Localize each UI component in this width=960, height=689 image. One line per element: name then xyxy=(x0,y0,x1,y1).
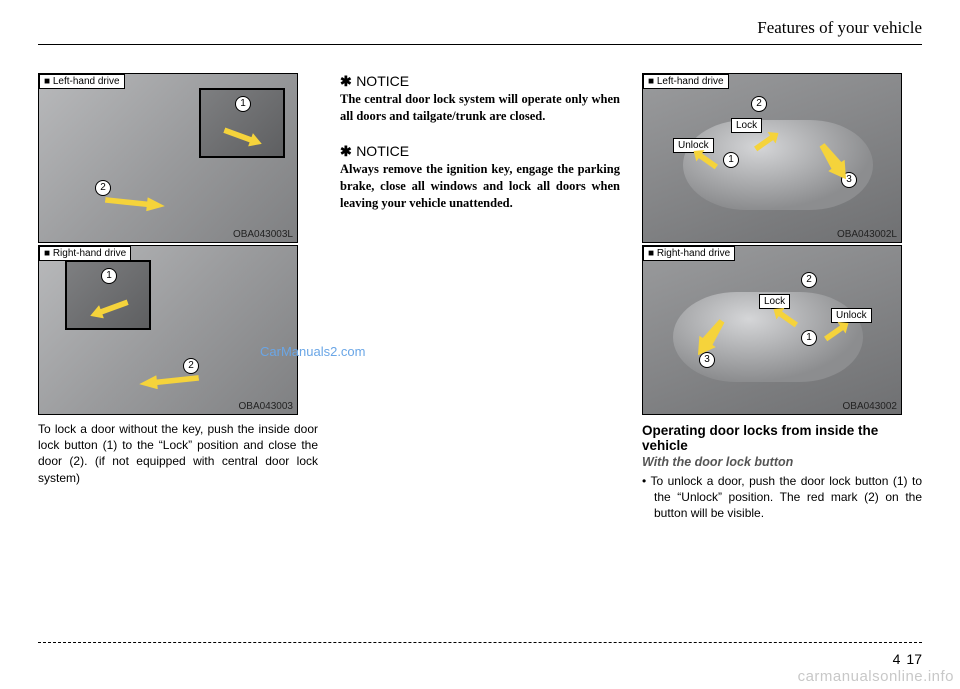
arrow-icon xyxy=(222,124,264,151)
footer-divider xyxy=(38,642,922,643)
section-title: Operating door locks from inside the veh… xyxy=(642,423,922,453)
chapter-number: 4 xyxy=(893,651,901,667)
figure-code: OBA043002L xyxy=(837,229,897,240)
notice-block-1: ✱ NOTICE The central door lock system wi… xyxy=(340,73,620,125)
figure-code: OBA043002 xyxy=(843,401,898,412)
arrow-icon xyxy=(88,296,130,323)
notice-heading: ✱ NOTICE xyxy=(340,143,620,161)
notice-title: NOTICE xyxy=(356,73,409,89)
callout-2: 2 xyxy=(183,358,199,374)
figure-lhd-exterior: ■ Left-hand drive 1 2 OBA043003L xyxy=(38,73,298,243)
unlock-label: Unlock xyxy=(673,138,714,153)
bullet-item: • To unlock a door, push the door lock b… xyxy=(642,473,922,522)
figure-tag: ■ Left-hand drive xyxy=(643,74,729,89)
column-left: ■ Left-hand drive 1 2 OBA043003L ■ Right… xyxy=(38,73,318,522)
arrow-icon xyxy=(104,193,165,213)
page-number: 4 17 xyxy=(893,651,922,667)
callout-2: 2 xyxy=(801,272,817,288)
column-center: ✱ NOTICE The central door lock system wi… xyxy=(340,73,620,522)
figure-rhd-exterior: ■ Right-hand drive 1 2 OBA043003 xyxy=(38,245,298,415)
notice-text: Always remove the ignition key, engage t… xyxy=(340,161,620,212)
page-header: Features of your vehicle xyxy=(38,18,922,45)
page-number-value: 17 xyxy=(906,651,922,667)
callout-1: 1 xyxy=(235,96,251,112)
site-watermark: carmanualsonline.info xyxy=(798,668,954,685)
notice-title: NOTICE xyxy=(356,143,409,159)
notice-symbol: ✱ xyxy=(340,73,352,89)
manual-page: Features of your vehicle ■ Left-hand dri… xyxy=(0,0,960,689)
lock-label: Lock xyxy=(731,118,762,133)
figure-tag: ■ Right-hand drive xyxy=(643,246,735,261)
subsection-title: With the door lock button xyxy=(642,455,922,469)
body-paragraph: To lock a door without the key, push the… xyxy=(38,421,318,486)
callout-1: 1 xyxy=(801,330,817,346)
unlock-label: Unlock xyxy=(831,308,872,323)
callout-3: 3 xyxy=(699,352,715,368)
notice-block-2: ✱ NOTICE Always remove the ignition key,… xyxy=(340,143,620,212)
callout-2: 2 xyxy=(751,96,767,112)
figure-tag: ■ Left-hand drive xyxy=(39,74,125,89)
figure-rhd-interior: ■ Right-hand drive Lock Unlock 1 2 3 OBA… xyxy=(642,245,902,415)
notice-symbol: ✱ xyxy=(340,143,352,159)
notice-text: The central door lock system will operat… xyxy=(340,91,620,125)
callout-1: 1 xyxy=(101,268,117,284)
callout-1: 1 xyxy=(723,152,739,168)
notice-heading: ✱ NOTICE xyxy=(340,73,620,91)
figure-lhd-interior: ■ Left-hand drive Lock Unlock 1 2 3 OBA0… xyxy=(642,73,902,243)
lock-label: Lock xyxy=(759,294,790,309)
content-columns: ■ Left-hand drive 1 2 OBA043003L ■ Right… xyxy=(38,73,922,522)
figure-code: OBA043003L xyxy=(233,229,293,240)
callout-2: 2 xyxy=(95,180,111,196)
figure-tag: ■ Right-hand drive xyxy=(39,246,131,261)
header-title: Features of your vehicle xyxy=(757,18,922,37)
figure-inset: 1 xyxy=(65,260,151,330)
figure-code: OBA043003 xyxy=(239,401,294,412)
figure-inset: 1 xyxy=(199,88,285,158)
column-right: ■ Left-hand drive Lock Unlock 1 2 3 OBA0… xyxy=(642,73,922,522)
